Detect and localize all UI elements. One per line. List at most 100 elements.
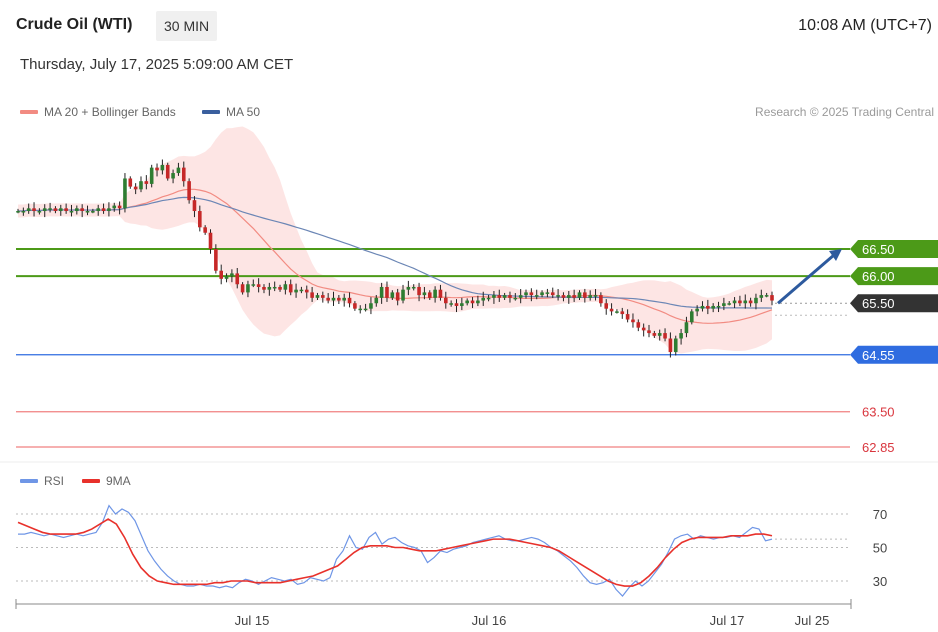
candle bbox=[347, 297, 352, 304]
candle bbox=[583, 292, 587, 298]
rsi-tick-30: 30 bbox=[873, 574, 887, 589]
legend-ma20-label: MA 20 + Bollinger Bands bbox=[44, 105, 176, 119]
candle bbox=[631, 319, 635, 323]
candle bbox=[636, 322, 641, 328]
candle bbox=[139, 181, 143, 190]
candle bbox=[192, 200, 197, 212]
candle bbox=[230, 273, 234, 277]
candle bbox=[657, 333, 662, 336]
legend-ma50-label: MA 50 bbox=[226, 105, 261, 119]
candle bbox=[604, 303, 609, 309]
candle bbox=[21, 211, 26, 213]
candle bbox=[732, 300, 737, 304]
candle bbox=[251, 284, 256, 286]
candle bbox=[246, 284, 250, 293]
candle bbox=[379, 286, 384, 298]
candle bbox=[198, 211, 202, 228]
candle bbox=[486, 297, 491, 300]
candle bbox=[668, 338, 673, 353]
candle bbox=[647, 330, 651, 334]
candle bbox=[609, 308, 614, 312]
candle bbox=[481, 297, 486, 301]
bollinger-band bbox=[18, 126, 772, 354]
timeframe-selector[interactable]: 30 MIN bbox=[156, 11, 218, 41]
candle bbox=[37, 211, 42, 213]
forecast-arrowhead bbox=[829, 249, 842, 261]
legend-ma50: MA 50 bbox=[202, 105, 260, 119]
candle bbox=[176, 167, 181, 174]
candle bbox=[58, 208, 63, 212]
candle bbox=[599, 295, 603, 304]
candle bbox=[96, 208, 101, 212]
candle bbox=[663, 333, 667, 339]
candle bbox=[689, 311, 694, 323]
candle bbox=[64, 208, 68, 212]
candle bbox=[187, 181, 191, 201]
level-64-55-label: 64.55 bbox=[862, 348, 895, 363]
candle bbox=[128, 178, 133, 187]
candle bbox=[577, 292, 582, 298]
forecast-arrow bbox=[777, 253, 835, 305]
candle bbox=[353, 303, 357, 309]
candle bbox=[144, 181, 149, 184]
candle bbox=[502, 295, 507, 298]
candle bbox=[304, 289, 309, 293]
candle bbox=[112, 205, 117, 209]
rsi-ma-line bbox=[17, 518, 773, 587]
research-credit: Research © 2025 Trading Central bbox=[755, 105, 934, 119]
candle bbox=[363, 308, 368, 311]
candle bbox=[465, 300, 469, 304]
level-62-85-label: 62.85 bbox=[862, 440, 895, 455]
candle bbox=[684, 322, 689, 334]
candle bbox=[566, 295, 571, 298]
candle bbox=[390, 292, 395, 298]
candle bbox=[518, 295, 523, 298]
candle bbox=[240, 284, 245, 293]
rsi-tick-50: 50 bbox=[873, 541, 887, 556]
rsi-ma-swatch bbox=[82, 479, 100, 483]
candle bbox=[42, 208, 47, 212]
level-65-50-label: 65.50 bbox=[862, 296, 895, 311]
clock: 10:08 AM (UTC+7) bbox=[798, 17, 932, 34]
candle bbox=[369, 303, 373, 309]
candle bbox=[411, 286, 416, 289]
level-66-00-tag: 66.00 bbox=[850, 267, 938, 286]
candle bbox=[615, 311, 619, 313]
x-tick-label: Jul 16 bbox=[472, 613, 507, 628]
candle bbox=[497, 295, 502, 298]
candle bbox=[294, 289, 298, 293]
candle bbox=[534, 295, 539, 297]
candle bbox=[652, 333, 657, 336]
x-tick-label: Jul 17 bbox=[710, 613, 745, 628]
candle bbox=[26, 208, 31, 212]
candle bbox=[149, 167, 154, 184]
candle bbox=[454, 303, 459, 306]
candle bbox=[476, 300, 480, 304]
candle bbox=[449, 303, 453, 305]
candle bbox=[224, 276, 229, 279]
instrument-title: Crude Oil (WTI) bbox=[16, 16, 133, 33]
candle bbox=[422, 292, 427, 296]
candle bbox=[550, 292, 555, 296]
legend-rsi-label: RSI bbox=[44, 474, 65, 488]
candle bbox=[235, 273, 240, 285]
level-65-50-tag-bg bbox=[850, 294, 938, 313]
candle bbox=[107, 208, 111, 212]
candle bbox=[80, 208, 84, 212]
candle bbox=[754, 297, 758, 304]
legend-rsi-ma: 9MA bbox=[82, 474, 131, 488]
candle bbox=[85, 211, 90, 213]
candle bbox=[545, 292, 550, 294]
ma50-line bbox=[18, 196, 773, 309]
level-66-50-label: 66.50 bbox=[862, 242, 895, 257]
candle bbox=[540, 292, 544, 296]
candle bbox=[219, 270, 224, 279]
level-66-00-tag-bg bbox=[850, 267, 938, 286]
candle bbox=[69, 211, 74, 213]
level-65-50-tag: 65.50 bbox=[850, 294, 938, 313]
candle bbox=[283, 284, 288, 290]
candle bbox=[331, 297, 336, 301]
candle bbox=[321, 295, 325, 298]
candle bbox=[588, 295, 592, 298]
